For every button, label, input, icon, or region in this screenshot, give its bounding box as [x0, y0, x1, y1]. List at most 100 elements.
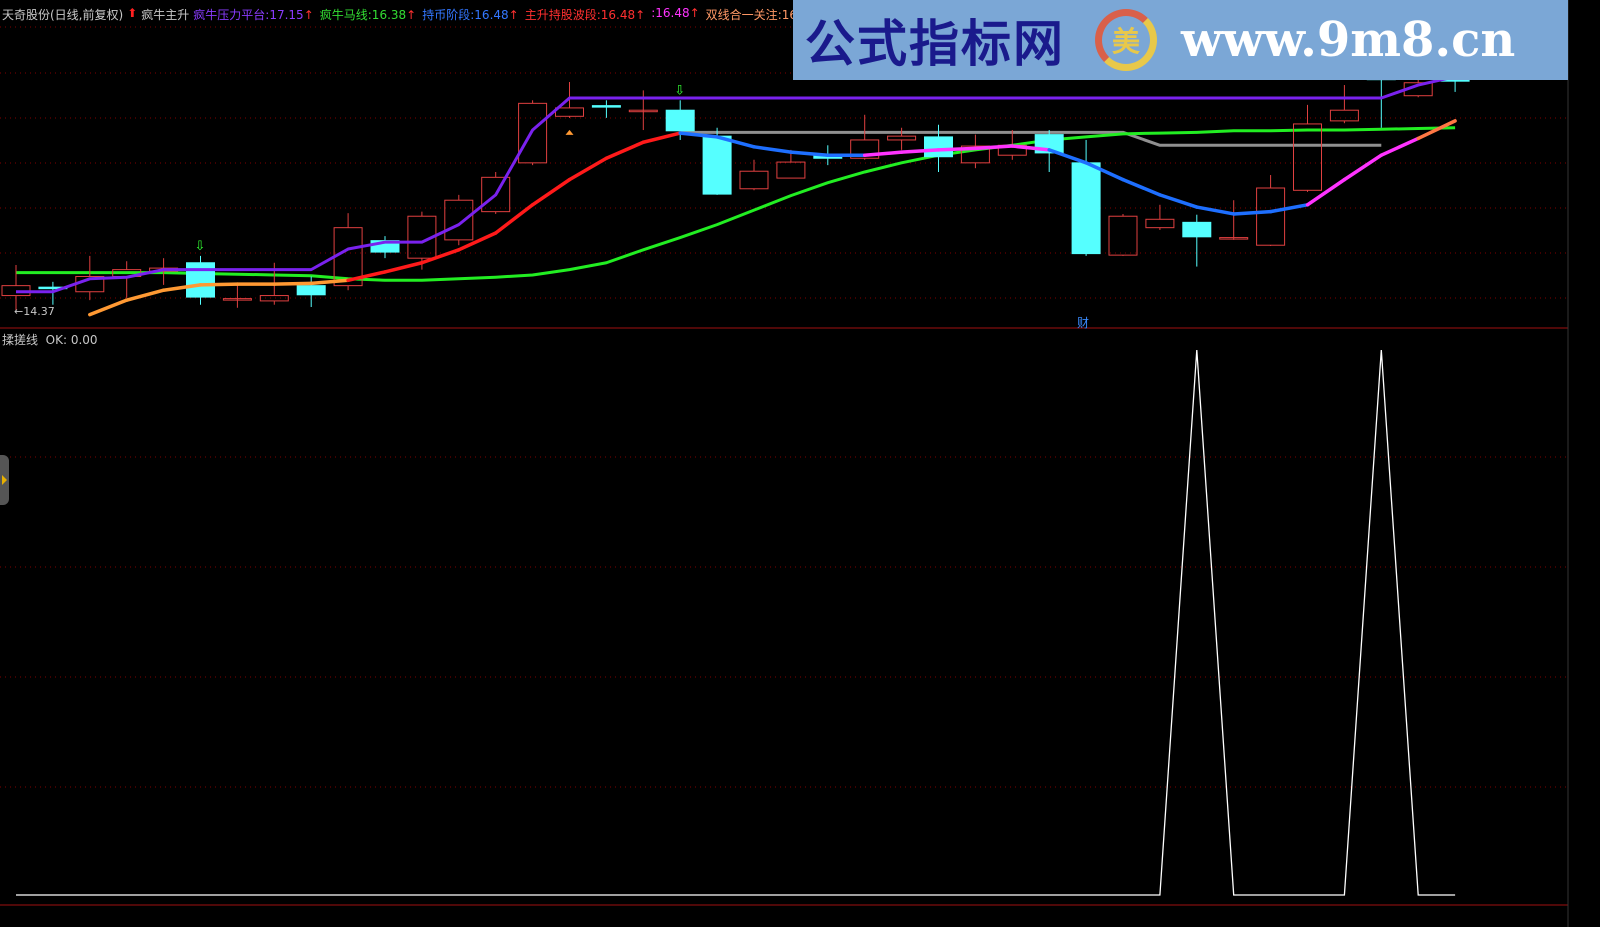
trend-line-segment [567, 156, 609, 182]
expand-panel-tab[interactable] [0, 455, 9, 505]
candle-body [1293, 123, 1322, 191]
candle-body [1219, 237, 1249, 240]
down-arrow-icon: ⇩ [195, 239, 206, 254]
chart-header: 天奇股份(日线,前复权) ⬆ 疯牛主升 疯牛压力平台:17.15↑ 疯牛马线:16… [2, 6, 808, 23]
candle-body [850, 139, 880, 159]
trend-line-segment [1342, 153, 1384, 182]
trend-line-segment [1084, 161, 1125, 182]
candle-body [702, 135, 732, 195]
red-arrow-icon: ⬆ [127, 6, 138, 20]
trend-line-segment [715, 135, 756, 149]
trend-line-segment [493, 203, 535, 235]
candle-body [555, 107, 584, 117]
candle-body [1329, 109, 1359, 122]
trend-line-segment [124, 288, 166, 302]
low-price-label: ←14.37 [14, 305, 55, 318]
trend-line-segment [272, 281, 313, 286]
candle-body [628, 109, 658, 113]
trend-line-segment [161, 283, 203, 292]
trend-line-segment [457, 231, 498, 252]
trend-line-segment [1268, 203, 1310, 214]
candle-body [1071, 162, 1101, 255]
candle-body [222, 298, 252, 301]
caret-right-icon [2, 475, 7, 485]
trend-line-segment [383, 261, 424, 274]
trend-line-segment [1231, 209, 1273, 216]
trend-line-segment [678, 131, 719, 139]
gray-line [680, 130, 1382, 147]
trend-line-segment [346, 270, 387, 283]
sub-indicator-name: 揉搓线 [2, 333, 39, 347]
watermark: 公式指标网 美 www.9m8.cn [793, 0, 1568, 80]
trend-line-segment [973, 144, 1015, 151]
candle-body [1108, 215, 1138, 256]
watermark-logo-icon: 美 [1095, 9, 1157, 71]
indicator-value-item: :16.48↑ [651, 6, 699, 23]
indicator-value-item: 疯牛压力平台:17.15↑ [193, 6, 313, 23]
watermark-url: www.9m8.cn [1181, 12, 1516, 68]
stock-title: 天奇股份(日线,前复权) [2, 8, 124, 22]
indicator-value: :16.48 [651, 6, 690, 20]
sub-indicator-readout: OK: 0.00 [45, 333, 98, 347]
trend-line-segment [862, 150, 904, 157]
trend-line-segment [88, 298, 129, 317]
candle-body [739, 170, 769, 190]
trend-line-segment [641, 131, 682, 144]
trend-line-segment [752, 145, 793, 154]
indicator-label: 双线合一关注 [705, 8, 778, 22]
indicator-values: 疯牛压力平台:17.15↑ 疯牛马线:16.38↑ 持币阶段:16.48↑ 主升持股波… [193, 6, 808, 23]
indicator-value-item: 疯牛马线:16.38↑ [320, 6, 416, 23]
up-arrow-icon: ↑ [508, 8, 519, 22]
candle-body [481, 176, 511, 213]
trend-line-segment [899, 148, 941, 154]
indicator-value-item: 主升持股波段:16.48↑ [525, 6, 645, 23]
indicator-value: :16.38 [367, 8, 407, 22]
indicator-value-item: 持币阶段:16.48↑ [422, 6, 518, 23]
indicator-value: :16.48 [596, 8, 636, 22]
candle-body [407, 215, 437, 259]
candle-body [776, 161, 806, 179]
candle-body [444, 199, 474, 241]
indicator-value: :17.15 [265, 8, 304, 22]
trend-line-segment [1047, 148, 1088, 165]
candle-body [186, 262, 215, 298]
trend-line-segment [1121, 177, 1162, 197]
triangle-signal-icon [565, 129, 574, 135]
trend-line-segment [198, 282, 240, 287]
trend-line-segment [1158, 193, 1199, 209]
indicator-name: 疯牛主升 [141, 8, 190, 22]
trend-line-segment [530, 177, 572, 207]
trend-line-segment [1195, 205, 1236, 216]
trend-line-segment [1305, 177, 1347, 207]
indicator-label: 持币阶段 [422, 8, 471, 22]
candle-body [1182, 221, 1212, 238]
candle-body [259, 295, 289, 302]
candle-body [296, 285, 326, 296]
watermark-cn: 公式指标网 [805, 15, 1065, 73]
trend-line-segment [1010, 144, 1051, 152]
trend-line-segment [1379, 136, 1420, 157]
candle-body [591, 105, 621, 108]
trend-line-segment [936, 146, 978, 152]
candle-body [887, 135, 917, 141]
indicator-label: 疯牛马线 [319, 8, 368, 22]
candle-body [370, 240, 400, 253]
candle-body [518, 102, 548, 164]
candle-body [924, 136, 953, 158]
up-arrow-icon: ↑ [635, 8, 646, 22]
horse-line [16, 126, 1456, 282]
candle-body [665, 109, 695, 132]
trend-line-segment [789, 150, 830, 157]
platform-line [16, 75, 1456, 294]
trend-line-segment [1416, 119, 1457, 141]
trend-line-segment [309, 278, 350, 286]
down-arrow-icon: ⇩ [674, 83, 685, 98]
event-marker[interactable]: 财 [1077, 316, 1090, 330]
up-arrow-icon: ↑ [406, 8, 417, 22]
rubbing-line [16, 349, 1456, 896]
up-arrow-icon: ↑ [689, 6, 700, 20]
indicator-value: :16.48 [470, 8, 509, 22]
indicator-label: 主升持股波段 [524, 8, 597, 22]
candle-body [960, 145, 990, 164]
